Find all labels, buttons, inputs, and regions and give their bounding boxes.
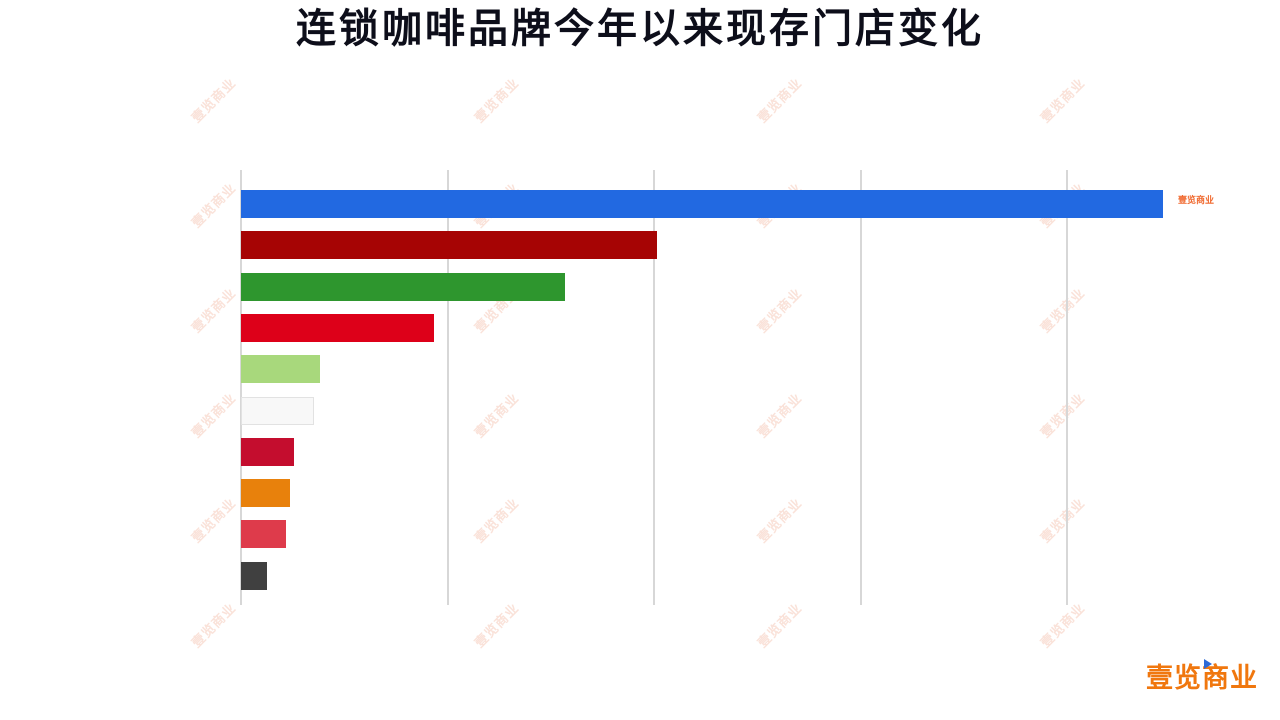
bar xyxy=(241,273,565,301)
bar xyxy=(241,231,657,259)
bar-end-watermark: 壹览商业 xyxy=(1178,195,1215,205)
bar xyxy=(241,438,294,466)
background-watermark: 壹览商业 xyxy=(1037,75,1088,126)
gridline xyxy=(1066,170,1068,605)
bar xyxy=(241,562,267,590)
bar xyxy=(241,314,434,342)
brand-logo-text: 壹览商业 xyxy=(1146,663,1258,693)
background-watermark: 壹览商业 xyxy=(188,495,239,546)
background-watermark: 壹览商业 xyxy=(1037,600,1088,651)
background-watermark: 壹览商业 xyxy=(188,285,239,336)
background-watermark: 壹览商业 xyxy=(188,75,239,126)
gridline xyxy=(447,170,449,605)
chart-area: 壹览商业 xyxy=(240,170,1250,605)
background-watermark: 壹览商业 xyxy=(754,75,805,126)
bar xyxy=(241,479,290,507)
background-watermark: 壹览商业 xyxy=(471,75,522,126)
bar xyxy=(241,520,286,548)
background-watermark: 壹览商业 xyxy=(188,180,239,231)
value-axis-line xyxy=(240,170,242,605)
background-watermark: 壹览商业 xyxy=(188,600,239,651)
bar xyxy=(241,397,314,425)
gridline xyxy=(653,170,655,605)
background-watermark: 壹览商业 xyxy=(754,600,805,651)
gridline xyxy=(860,170,862,605)
chart-title: 连锁咖啡品牌今年以来现存门店变化 xyxy=(296,7,984,51)
bar xyxy=(241,190,1163,218)
logo-triangle-icon xyxy=(1204,659,1212,669)
brand-logo: 壹览商业 xyxy=(1146,653,1266,703)
background-watermark: 壹览商业 xyxy=(471,600,522,651)
bar xyxy=(241,355,320,383)
background-watermark: 壹览商业 xyxy=(188,390,239,441)
